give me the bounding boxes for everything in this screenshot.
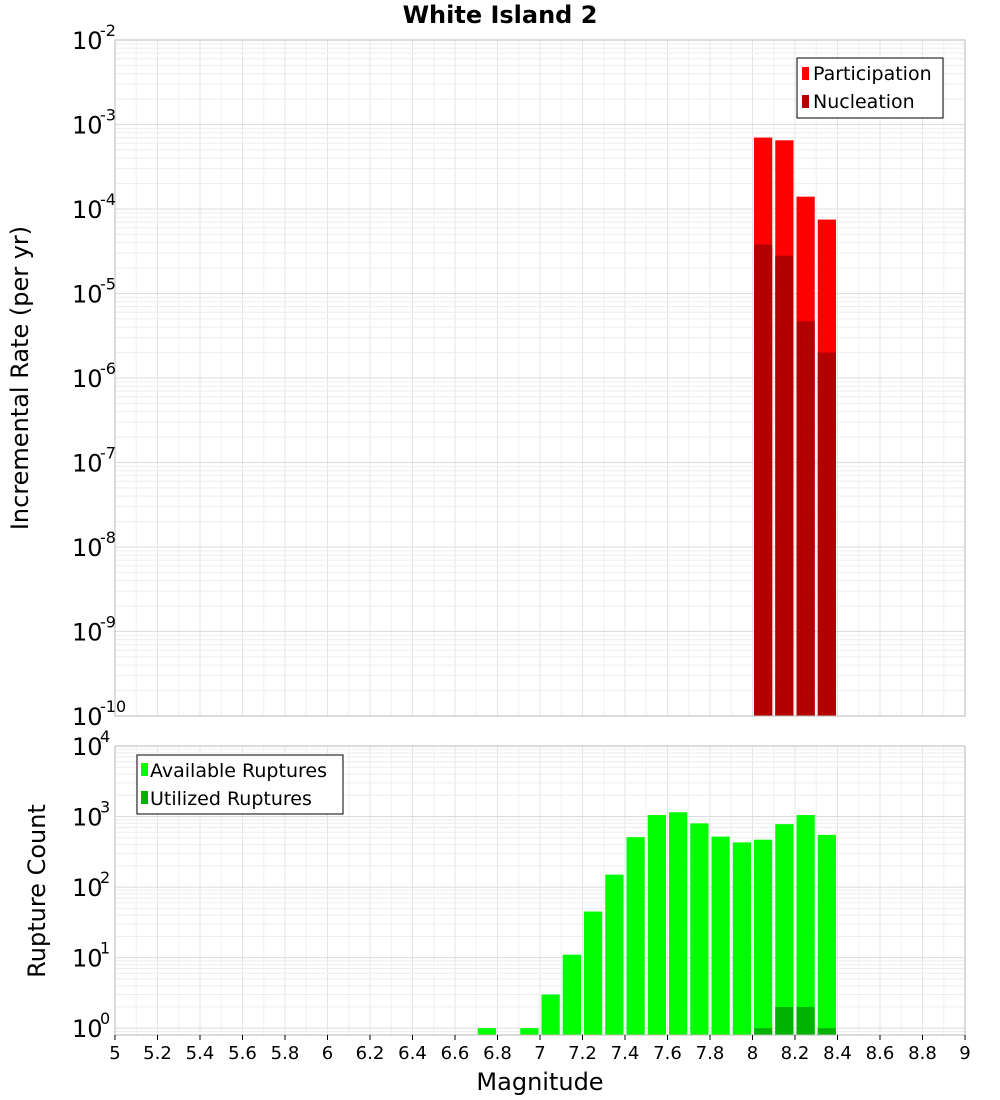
rate-legend-box	[796, 57, 944, 119]
rate-y-tick-label: 10	[72, 619, 103, 647]
rate-y-tick-label: 10	[72, 450, 103, 478]
available-ruptures-bar	[626, 837, 645, 1035]
rate-y-tick-exponent: -10	[100, 697, 126, 716]
x-tick-label: 7.6	[653, 1043, 682, 1064]
nucleation-bar	[775, 255, 794, 716]
count-y-tick-label: 10	[72, 1015, 103, 1043]
available-ruptures-bar	[796, 815, 815, 1035]
count-plot-y-axis-title: Rupture Count	[23, 804, 51, 978]
x-tick-label: 7	[534, 1043, 545, 1064]
nucleation-bar	[754, 244, 773, 716]
rate-y-tick-exponent: -9	[100, 613, 116, 632]
x-tick-label: 5.8	[271, 1043, 300, 1064]
x-tick-label: 8.8	[908, 1043, 937, 1064]
available-ruptures-bar	[520, 1028, 539, 1035]
available-ruptures-bar	[754, 839, 773, 1035]
available-ruptures-bar	[541, 994, 560, 1035]
available-ruptures-bar	[711, 836, 730, 1035]
x-tick-label: 6.8	[483, 1043, 512, 1064]
x-tick-label: 8.2	[781, 1043, 810, 1064]
count-y-tick-exponent: 3	[100, 798, 110, 817]
rate-y-tick-label: 10	[72, 27, 103, 55]
rate-y-tick-label: 10	[72, 703, 103, 731]
count-y-tick-exponent: 2	[100, 868, 110, 887]
x-tick-label: 8.4	[823, 1043, 852, 1064]
x-tick-label: 9	[959, 1043, 970, 1064]
x-tick-label: 7.2	[568, 1043, 597, 1064]
nucleation-legend-swatch	[802, 95, 809, 108]
utilized-ruptures-bar	[817, 1028, 836, 1035]
available-ruptures-bar	[732, 842, 751, 1035]
count-plot-x-ticks: 5 5.2 5.4 5.6 5.8 6 6.2 6.4 6.6 6.8 7 7.2 7.4 7.6 7.8 8…	[109, 1035, 971, 1064]
count-y-tick-label: 10	[72, 874, 103, 902]
nucleation-legend-label: Nucleation	[813, 91, 915, 113]
x-tick-label: 6.6	[441, 1043, 470, 1064]
x-axis-title: Magnitude	[476, 1068, 603, 1096]
x-tick-label: 6.2	[356, 1043, 385, 1064]
available-ruptures-bar	[584, 911, 603, 1035]
available-ruptures-bar	[775, 824, 794, 1035]
available-ruptures-bar	[817, 834, 836, 1035]
available-ruptures-bar	[690, 823, 709, 1035]
rate-y-tick-label: 10	[72, 112, 103, 140]
available-ruptures-bar	[605, 874, 624, 1035]
count-y-tick-label: 10	[72, 733, 103, 761]
utilized-ruptures-bar	[775, 1006, 794, 1035]
rate-y-tick-exponent: -6	[100, 359, 116, 378]
rate-y-tick-label: 10	[72, 534, 103, 562]
rate-y-tick-label: 10	[72, 196, 103, 224]
rate-y-tick-label: 10	[72, 365, 103, 393]
x-tick-label: 8.6	[866, 1043, 895, 1064]
x-tick-label: 7.8	[696, 1043, 725, 1064]
x-tick-label: 6	[322, 1043, 333, 1064]
available-ruptures-bar	[647, 815, 666, 1035]
count-y-tick-label: 10	[72, 804, 103, 832]
rate-y-tick-label: 10	[72, 281, 103, 309]
rate-plot-legend: Participation Nucleation	[796, 57, 944, 119]
utilized-legend-label: Utilized Ruptures	[150, 788, 312, 810]
x-tick-label: 5	[109, 1043, 120, 1064]
available-ruptures-bar	[477, 1028, 496, 1035]
x-tick-label: 8	[747, 1043, 758, 1064]
rate-y-tick-exponent: -2	[100, 21, 116, 40]
rate-y-tick-exponent: -5	[100, 275, 116, 294]
count-legend-box	[136, 754, 344, 815]
count-plot-bars	[477, 812, 836, 1035]
rate-plot-y-axis-title: Incremental Rate (per yr)	[6, 226, 34, 530]
rate-y-tick-exponent: -3	[100, 106, 116, 125]
x-tick-label: 7.4	[611, 1043, 640, 1064]
available-legend-label: Available Ruptures	[150, 760, 327, 782]
participation-legend-swatch	[802, 67, 809, 80]
x-tick-label: 6.4	[398, 1043, 427, 1064]
rate-plot-bars	[754, 137, 836, 717]
utilized-ruptures-bar	[796, 1006, 815, 1035]
nucleation-bar	[796, 321, 815, 716]
x-tick-label: 5.4	[186, 1043, 215, 1064]
available-ruptures-bar	[562, 954, 581, 1035]
rate-y-tick-exponent: -4	[100, 190, 116, 209]
count-plot-legend: Available Ruptures Utilized Ruptures	[136, 754, 344, 815]
rate-y-tick-exponent: -7	[100, 444, 116, 463]
available-legend-swatch	[141, 763, 148, 776]
utilized-ruptures-bar	[754, 1028, 773, 1035]
count-y-tick-exponent: 0	[100, 1009, 110, 1028]
count-y-tick-label: 10	[72, 945, 103, 973]
count-y-tick-exponent: 4	[100, 727, 110, 746]
participation-legend-label: Participation	[813, 63, 932, 85]
rate-plot-grid	[114, 39, 966, 717]
x-tick-label: 5.6	[228, 1043, 257, 1064]
rate-y-tick-exponent: -8	[100, 528, 116, 547]
chart-title: White Island 2	[403, 1, 598, 29]
utilized-legend-swatch	[141, 791, 148, 804]
rate-plot-frame	[114, 39, 966, 717]
nucleation-bar	[817, 352, 836, 716]
count-y-tick-exponent: 1	[100, 939, 110, 958]
available-ruptures-bar	[669, 812, 688, 1035]
x-tick-label: 5.2	[143, 1043, 172, 1064]
